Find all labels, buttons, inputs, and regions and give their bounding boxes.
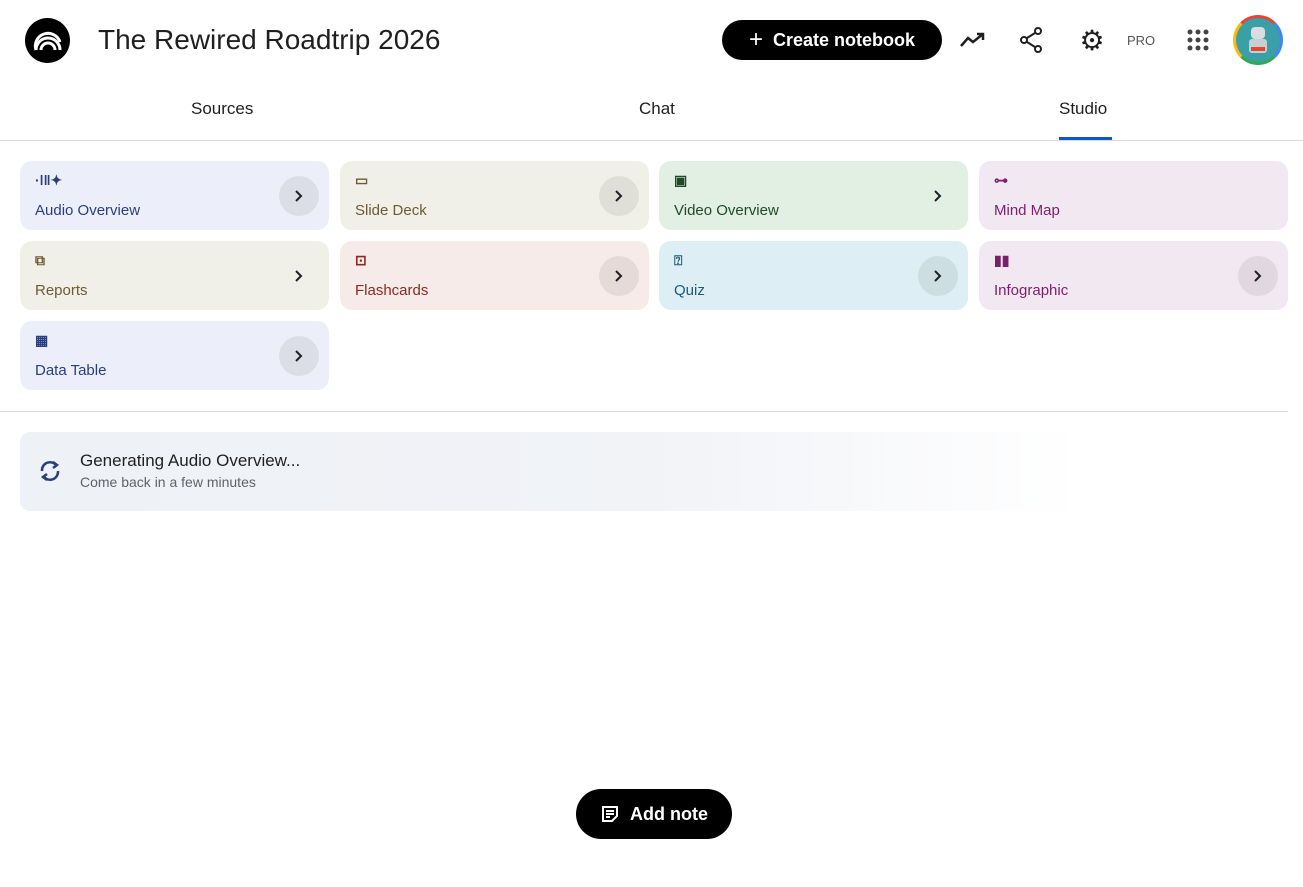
studio-card-label: Quiz xyxy=(674,282,705,299)
studio-card-data-table[interactable]: ▦ Data Table xyxy=(20,321,329,390)
generating-subtitle: Come back in a few minutes xyxy=(80,474,256,490)
quiz-icon: ⍰ xyxy=(674,252,683,268)
plus-icon: + xyxy=(748,26,763,53)
studio-card-mind-map[interactable]: ⊶ Mind Map xyxy=(979,161,1288,230)
analytics-trend-icon[interactable] xyxy=(957,24,989,56)
tab-chat[interactable]: Chat xyxy=(639,99,675,118)
create-notebook-button[interactable]: + Create notebook xyxy=(722,20,942,60)
pro-badge: PRO xyxy=(1127,33,1156,48)
apps-grid-icon[interactable] xyxy=(1182,24,1214,56)
slides-icon: ▭ xyxy=(355,172,369,188)
flashcards-icon: ⊡ xyxy=(355,252,367,268)
add-note-button[interactable]: Add note xyxy=(576,789,732,839)
active-tab-indicator xyxy=(1059,137,1112,140)
notebook-title[interactable]: The Rewired Roadtrip 2026 xyxy=(98,24,441,55)
divider xyxy=(0,140,1303,141)
studio-card-infographic[interactable]: ▮▮ Infographic xyxy=(979,241,1288,310)
mind-map-icon: ⊶ xyxy=(994,172,1008,188)
reports-icon: ⧉ xyxy=(35,252,45,268)
infographic-icon: ▮▮ xyxy=(994,252,1010,268)
tab-studio[interactable]: Studio xyxy=(1059,99,1108,118)
chevron-right-icon[interactable] xyxy=(1238,256,1278,296)
video-icon: ▣ xyxy=(674,172,688,188)
chevron-right-icon[interactable] xyxy=(279,176,319,216)
divider xyxy=(0,411,1288,412)
note-icon xyxy=(602,806,618,822)
generating-audio-overview-status: Generating Audio Overview... Come back i… xyxy=(20,432,1080,511)
studio-card-label: Video Overview xyxy=(674,202,779,219)
generating-title: Generating Audio Overview... xyxy=(80,451,301,470)
audio-waveform-icon: ·ǀǁ✦ xyxy=(35,172,63,188)
share-icon[interactable] xyxy=(1015,24,1047,56)
tab-sources[interactable]: Sources xyxy=(191,99,254,118)
studio-card-label: Slide Deck xyxy=(355,202,427,219)
chevron-right-icon[interactable] xyxy=(918,176,958,216)
studio-card-label: Infographic xyxy=(994,282,1069,299)
notebooklm-logo[interactable] xyxy=(25,18,70,63)
studio-card-flashcards[interactable]: ⊡ Flashcards xyxy=(340,241,649,310)
chevron-right-icon[interactable] xyxy=(918,256,958,296)
studio-card-audio-overview[interactable]: ·ǀǁ✦ Audio Overview xyxy=(20,161,329,230)
table-icon: ▦ xyxy=(35,332,49,348)
chevron-right-icon[interactable] xyxy=(599,176,639,216)
studio-card-reports[interactable]: ⧉ Reports xyxy=(20,241,329,310)
studio-card-label: Reports xyxy=(35,282,88,299)
settings-gear-icon[interactable]: ⚙ xyxy=(1079,24,1105,56)
studio-card-video-overview[interactable]: ▣ Video Overview xyxy=(659,161,968,230)
studio-card-quiz[interactable]: ⍰ Quiz xyxy=(659,241,968,310)
chevron-right-icon[interactable] xyxy=(279,336,319,376)
user-avatar[interactable] xyxy=(1233,15,1283,65)
studio-card-label: Audio Overview xyxy=(35,202,141,219)
chevron-right-icon[interactable] xyxy=(279,256,319,296)
studio-card-slide-deck[interactable]: ▭ Slide Deck xyxy=(340,161,649,230)
studio-card-label: Data Table xyxy=(35,362,107,379)
studio-card-label: Mind Map xyxy=(994,202,1060,219)
studio-card-label: Flashcards xyxy=(355,282,429,299)
chevron-right-icon[interactable] xyxy=(599,256,639,296)
sync-spinner-icon xyxy=(38,459,62,488)
